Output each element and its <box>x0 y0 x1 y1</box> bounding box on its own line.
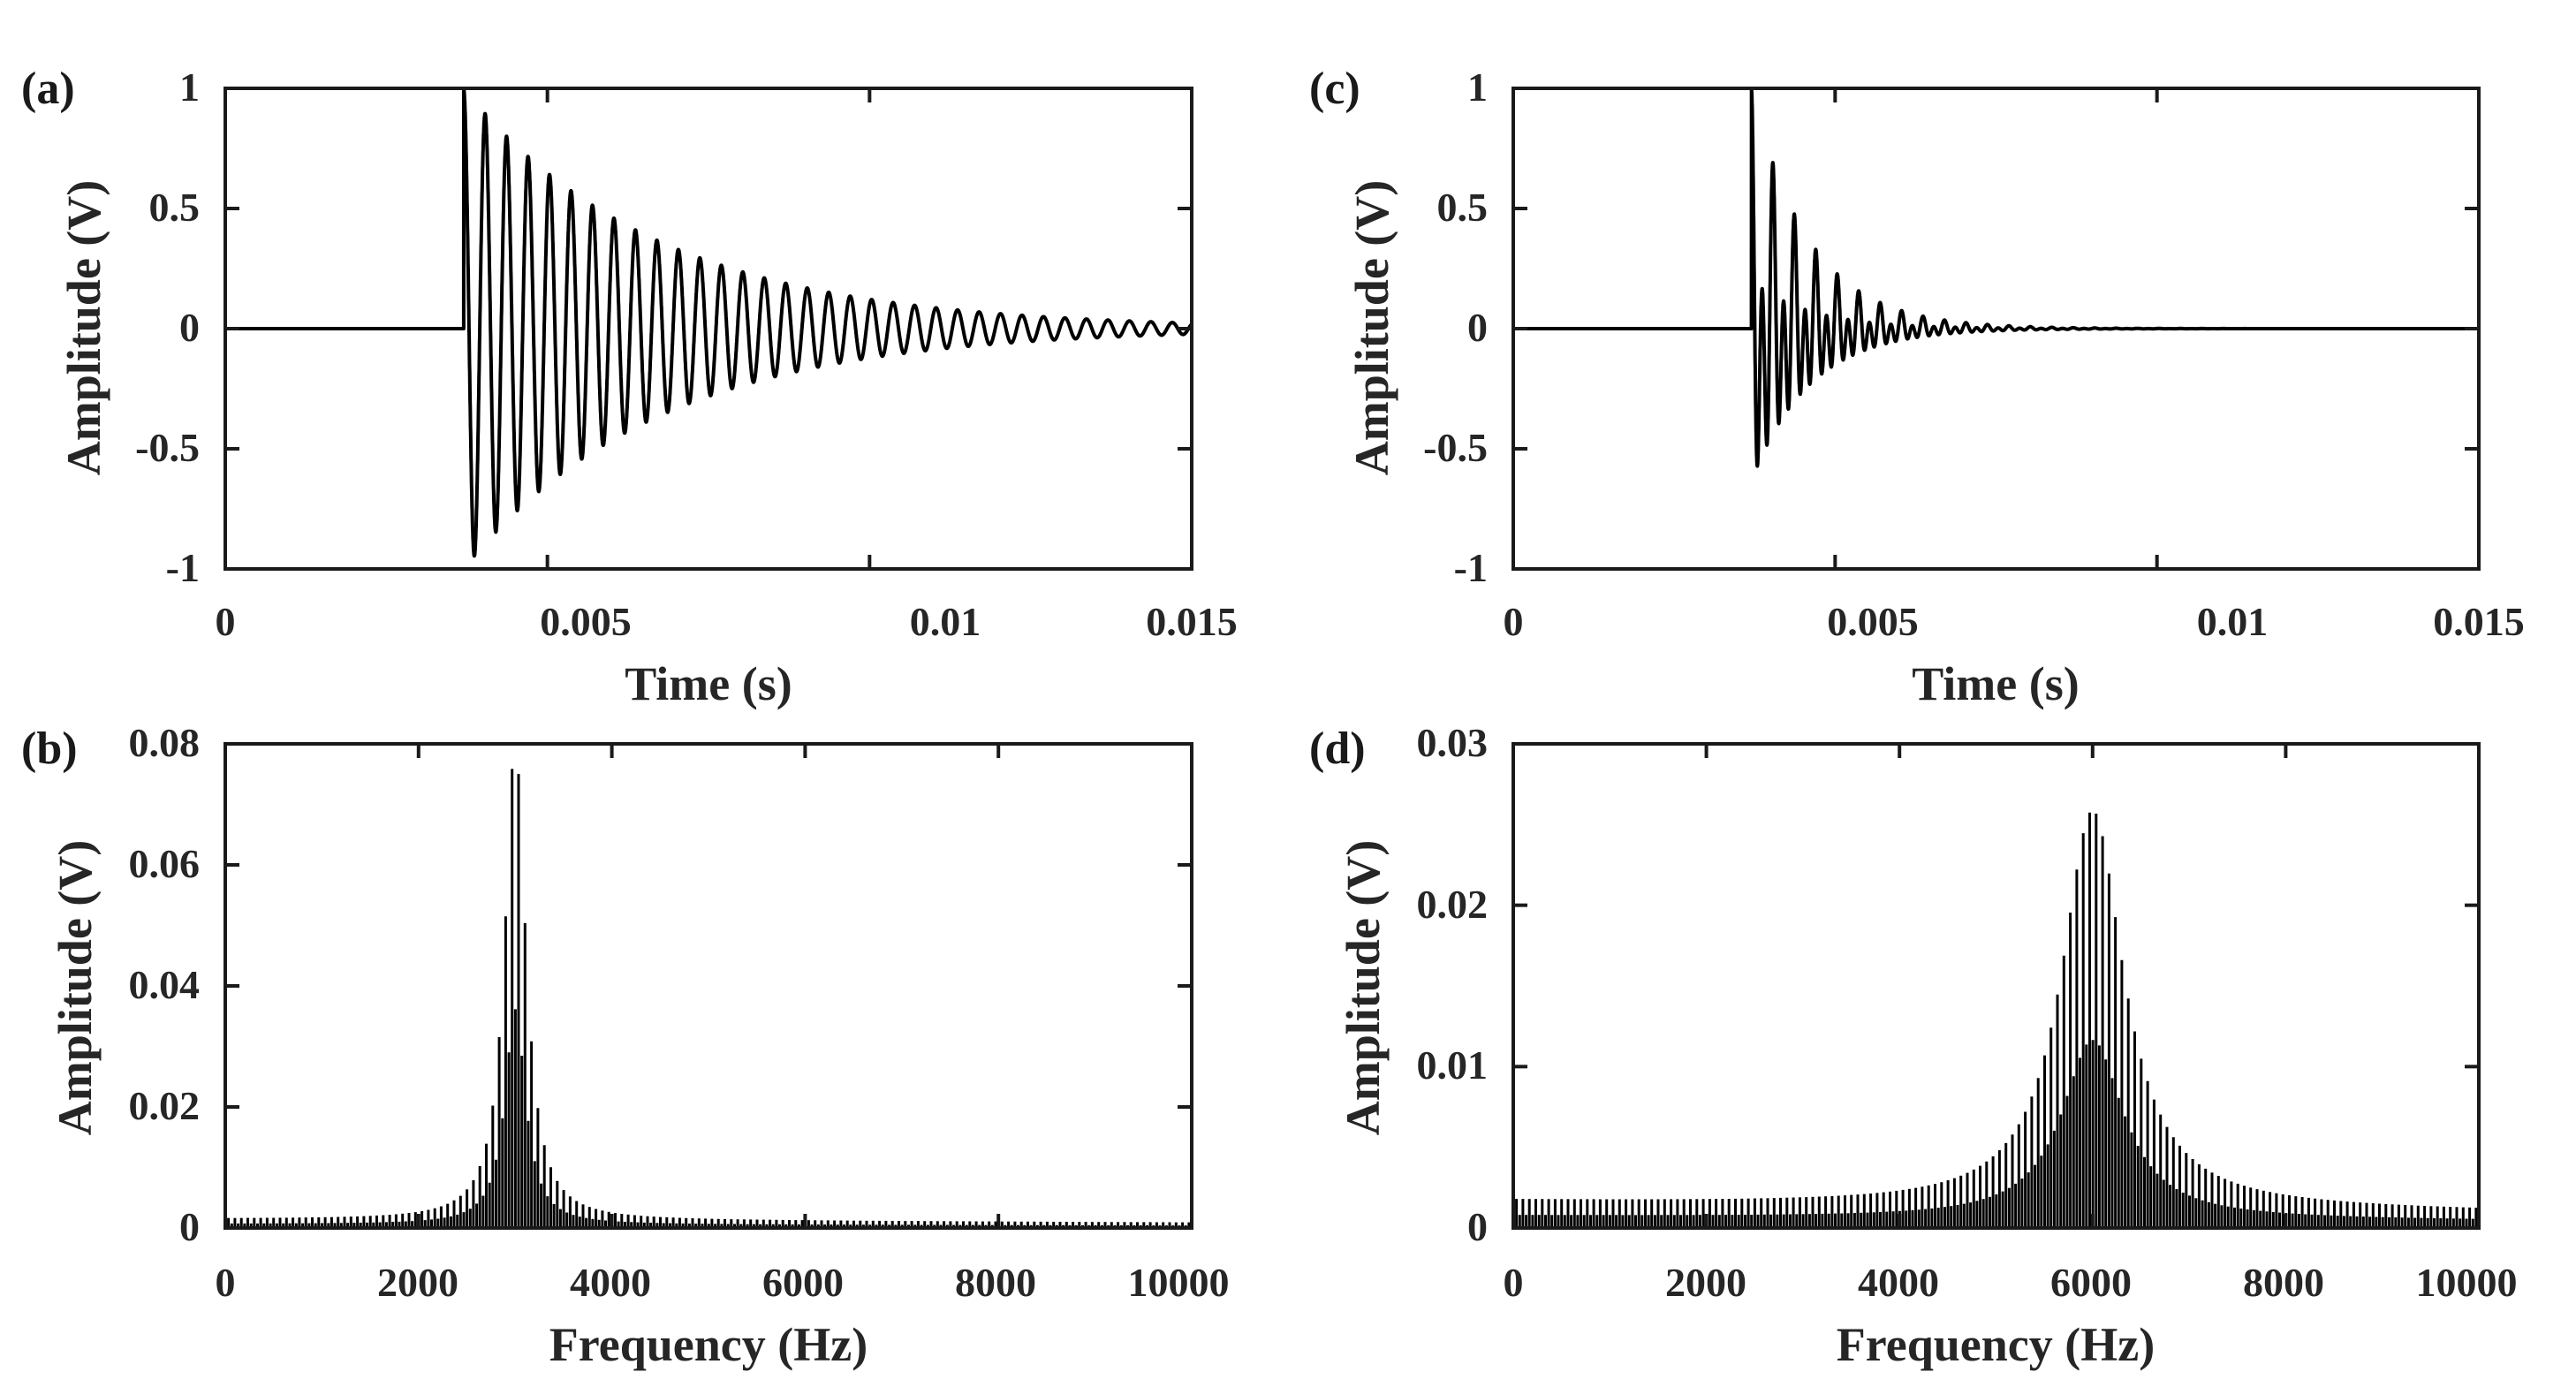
panel-d-xtick: 6000 <box>2050 1260 2132 1305</box>
panel-c-ylabel: Amplitude (V) <box>1345 180 1398 476</box>
panel-b-ylabel: Amplitude (V) <box>49 840 102 1136</box>
panel-d-xlabel: Frequency (Hz) <box>1837 1318 2155 1371</box>
panel-b-xticks: 0 2000 4000 6000 8000 10000 <box>216 1260 1230 1305</box>
panel-b-ytick: 0.04 <box>129 962 201 1007</box>
panel-b-xtick: 8000 <box>955 1260 1036 1305</box>
panel-a-ytick: 1 <box>179 64 200 110</box>
panel-c-ytick: -1 <box>1454 545 1488 590</box>
panel-a-xticks: 0 0.005 0.01 0.015 <box>216 599 1238 644</box>
panel-a-yticks: -1 -0.5 0 0.5 1 <box>135 64 200 590</box>
panel-a-xtick: 0.005 <box>540 599 632 644</box>
panel-d-plot <box>1512 742 2481 1230</box>
panel-c-ytick: -0.5 <box>1423 425 1488 470</box>
panel-d-ylabel: Amplitude (V) <box>1337 840 1390 1136</box>
panel-b-xtick: 4000 <box>570 1260 651 1305</box>
panel-a-label: (a) <box>21 64 75 114</box>
panel-c-xtick: 0.015 <box>2433 599 2525 644</box>
panel-c-plot <box>1512 87 2481 571</box>
panel-b-ytick: 0.02 <box>129 1083 201 1128</box>
panel-d-axes-box <box>1512 742 2481 1230</box>
panel-a-ytick: -0.5 <box>135 425 200 470</box>
panel-c-ytick: 1 <box>1467 64 1488 110</box>
panel-d-xticks: 0 2000 4000 6000 8000 10000 <box>1504 1260 2518 1305</box>
panel-c-ytick: 0.5 <box>1437 185 1489 230</box>
panel-a-signal-line <box>224 87 1193 558</box>
panel-d-yticks: 0 0.01 0.02 0.03 <box>1417 720 1489 1249</box>
panel-b-xtick: 0 <box>216 1260 236 1305</box>
panel-b-xtick: 6000 <box>762 1260 844 1305</box>
panel-d-xtick: 2000 <box>1665 1260 1746 1305</box>
panel-c-xticks: 0 0.005 0.01 0.015 <box>1504 599 2525 644</box>
panel-c-ytick: 0 <box>1467 305 1488 350</box>
panel-c: (c) 0 0.005 0.01 0.015 -1 -0.5 0 0.5 1 T… <box>1309 64 2525 710</box>
panel-d-xtick: 4000 <box>1858 1260 1939 1305</box>
panel-a: (a) 0 0.005 0.01 0.015 -1 -0.5 0 0.5 1 T… <box>21 64 1238 710</box>
panel-d-ytick: 0.01 <box>1417 1042 1489 1088</box>
panel-d-ytick: 0.03 <box>1417 720 1489 765</box>
panel-d-xtick: 10000 <box>2416 1260 2518 1305</box>
panel-b: (b) 0 2000 4000 6000 8000 10000 0 0.02 0… <box>21 720 1230 1371</box>
panel-b-xtick: 2000 <box>377 1260 458 1305</box>
panel-c-xtick: 0.01 <box>2197 599 2269 644</box>
panel-b-ytick: 0.08 <box>129 720 201 765</box>
panel-b-ytick: 0.06 <box>129 841 201 886</box>
panel-b-yticks: 0 0.02 0.04 0.06 0.08 <box>129 720 201 1249</box>
panel-d-xtick: 8000 <box>2243 1260 2324 1305</box>
panel-a-ytick: -1 <box>166 545 200 590</box>
panel-b-axes-box <box>224 742 1193 1230</box>
panel-a-ytick: 0.5 <box>149 185 201 230</box>
panel-c-xlabel: Time (s) <box>1912 657 2079 710</box>
panel-b-label: (b) <box>21 724 78 774</box>
panel-a-plot <box>224 87 1193 571</box>
panel-c-xtick: 0.005 <box>1827 599 1919 644</box>
panel-b-ytick: 0 <box>179 1204 200 1249</box>
panel-b-xtick: 10000 <box>1128 1260 1230 1305</box>
panel-c-yticks: -1 -0.5 0 0.5 1 <box>1423 64 1488 590</box>
panel-a-xtick: 0 <box>216 599 236 644</box>
panel-c-xtick: 0 <box>1504 599 1524 644</box>
panel-b-plot <box>224 742 1193 1230</box>
panel-a-ytick: 0 <box>179 305 200 350</box>
panel-a-ylabel: Amplitude (V) <box>57 180 110 476</box>
panel-b-xlabel: Frequency (Hz) <box>549 1318 868 1371</box>
panel-c-signal-line <box>1512 87 2481 468</box>
panel-c-label: (c) <box>1309 64 1360 114</box>
panel-a-xtick: 0.015 <box>1146 599 1238 644</box>
panel-d: (d) 0 2000 4000 6000 8000 10000 0 0.01 0… <box>1309 720 2518 1371</box>
panel-d-xtick: 0 <box>1504 1260 1524 1305</box>
panel-d-ytick: 0.02 <box>1417 882 1489 927</box>
panel-a-xtick: 0.01 <box>910 599 981 644</box>
panel-d-ytick: 0 <box>1467 1204 1488 1249</box>
panel-d-label: (d) <box>1309 724 1366 774</box>
panel-a-xlabel: Time (s) <box>625 657 792 710</box>
